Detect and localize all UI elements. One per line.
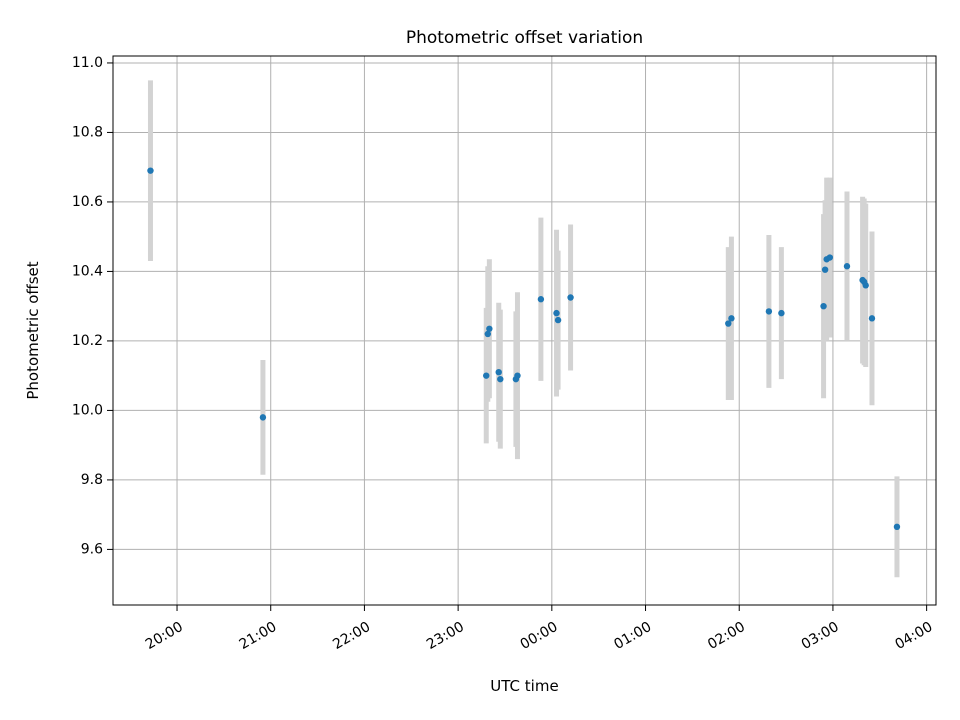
- data-points: [147, 167, 901, 531]
- data-point: [893, 523, 901, 531]
- y-tick-label: 10.8: [72, 124, 103, 140]
- data-point: [765, 308, 773, 315]
- y-tick-label: 10.2: [72, 333, 103, 349]
- data-point: [484, 330, 492, 338]
- chart-title: Photometric offset variation: [406, 28, 643, 48]
- y-tick-label: 10.4: [72, 263, 103, 279]
- data-point: [826, 254, 834, 261]
- y-axis-label: Photometric offset: [24, 261, 42, 399]
- y-tick-label: 10.6: [72, 194, 103, 210]
- data-point: [553, 309, 560, 317]
- data-point: [495, 368, 502, 376]
- data-point: [259, 414, 267, 421]
- data-point: [820, 302, 827, 310]
- data-point: [567, 294, 574, 301]
- data-point: [537, 296, 545, 303]
- data-point: [821, 266, 829, 273]
- x-axis-label: UTC time: [490, 677, 558, 695]
- data-point: [514, 372, 521, 379]
- data-point: [725, 320, 732, 327]
- y-tick-label: 9.8: [81, 472, 103, 488]
- grid: [113, 56, 936, 605]
- data-point: [862, 282, 869, 289]
- data-point: [778, 309, 785, 317]
- data-point: [728, 315, 735, 322]
- data-point: [486, 325, 493, 332]
- data-point: [868, 315, 876, 322]
- y-tick-label: 10.0: [72, 402, 103, 418]
- y-tick-label: 11.0: [72, 55, 103, 71]
- plot-frame: [112, 55, 937, 606]
- data-point: [483, 372, 490, 379]
- data-point: [497, 375, 504, 383]
- y-axis: 9.6 9.8 10.0 10.2 10.4 10.6 10.8 11.0: [72, 55, 113, 557]
- data-point: [554, 316, 562, 324]
- y-tick-label: 9.6: [81, 541, 103, 557]
- data-point: [147, 167, 154, 174]
- data-point: [843, 263, 851, 270]
